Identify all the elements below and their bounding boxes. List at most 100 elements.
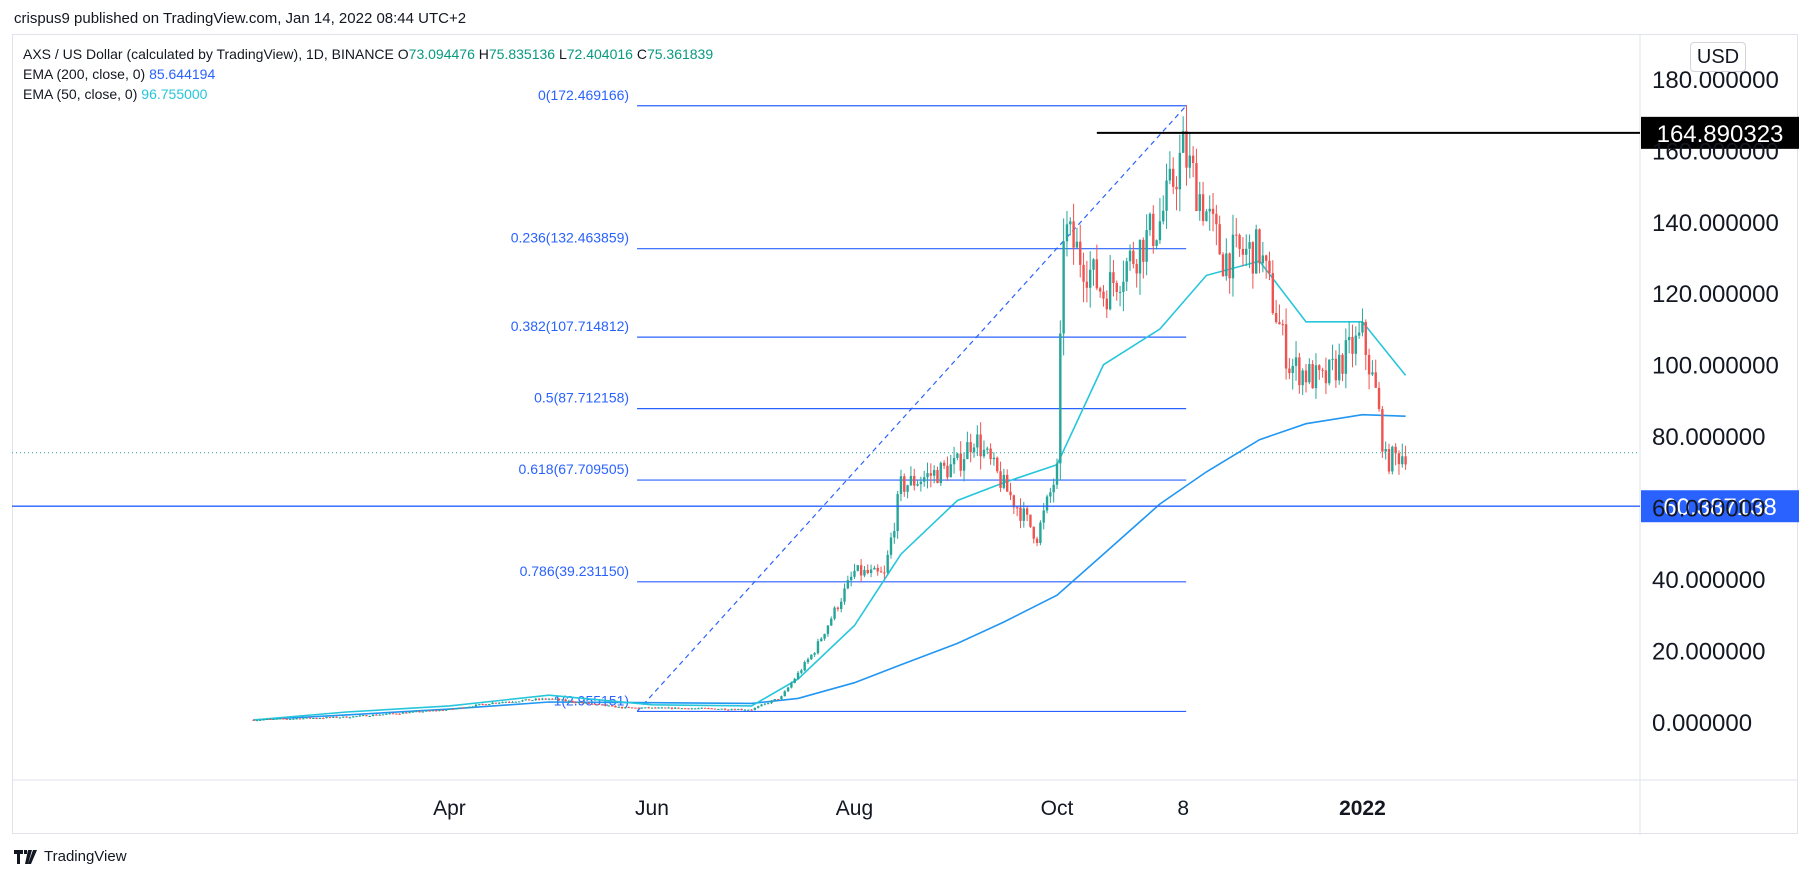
candle-body: [1002, 474, 1006, 488]
candle-body: [1158, 221, 1162, 241]
candle-body: [551, 698, 554, 700]
price-axis: 0.000000 20.000000 40.000000 60.000000 80.00…: [1652, 67, 1779, 737]
candle-body: [498, 702, 501, 704]
candle-body: [315, 717, 318, 719]
candle-body: [295, 718, 298, 720]
fib-level-label: 0.5(87.712158): [534, 390, 629, 406]
candle-body: [999, 471, 1002, 488]
candle-body: [657, 707, 660, 709]
candle-body: [783, 691, 786, 697]
candle-body: [305, 717, 308, 719]
candle-body: [468, 706, 471, 708]
candle-body: [544, 698, 547, 700]
candle-body: [893, 531, 896, 538]
candle-body: [508, 701, 511, 703]
candle-body: [929, 473, 933, 476]
candle-body: [660, 707, 664, 709]
candle-body: [1118, 291, 1122, 293]
candle-body: [1082, 264, 1085, 282]
candle-body: [1049, 492, 1052, 497]
candle-body: [849, 576, 853, 581]
candle-body: [976, 434, 979, 448]
candle-body: [1241, 248, 1245, 255]
candle-body: [972, 447, 976, 453]
candle-body: [949, 464, 952, 478]
candle-body: [614, 705, 617, 708]
candle-body: [697, 708, 700, 710]
candle-body: [680, 708, 684, 710]
candle-body: [504, 701, 508, 703]
ema200-value: 85.644194: [149, 66, 216, 82]
candle-body: [727, 709, 730, 711]
candle-body: [1331, 358, 1334, 360]
tradingview-logo-icon: [14, 849, 37, 864]
candle-body: [640, 707, 644, 709]
candle-body: [368, 716, 371, 718]
candle-body: [846, 580, 850, 589]
candle-body: [793, 678, 796, 683]
candle-body: [308, 717, 312, 719]
candle-body: [454, 708, 458, 710]
candle-body: [561, 699, 564, 701]
fib-level-label: 0.236(132.463859): [511, 230, 629, 246]
candle-body: [1102, 291, 1105, 299]
candle-body: [959, 453, 962, 471]
candle-body: [923, 477, 926, 482]
candle-body: [1105, 298, 1108, 310]
candle-body: [262, 719, 265, 721]
candle-body: [272, 718, 275, 720]
candle-body: [332, 716, 335, 718]
candle-body: [830, 618, 833, 626]
candle-body: [753, 707, 757, 710]
candle-body: [1208, 208, 1211, 212]
candle-body: [288, 718, 292, 720]
candle-body: [1042, 510, 1045, 523]
candlesticks: [252, 105, 1407, 722]
candle-body: [537, 698, 541, 700]
candle-body: [524, 699, 527, 701]
candle-body: [355, 716, 358, 718]
candle-body: [853, 570, 856, 577]
currency-button[interactable]: USD: [1690, 42, 1746, 72]
candle-body: [1138, 239, 1142, 274]
candle-body: [275, 718, 278, 720]
candle-body: [574, 702, 577, 704]
time-axis: Apr Jun Aug Oct 8 2022: [433, 797, 1386, 820]
candle-body: [1338, 354, 1341, 381]
candle-body: [840, 601, 843, 609]
candle-body: [358, 715, 361, 717]
candle-body: [461, 707, 464, 709]
candle-body: [474, 704, 478, 707]
candle-body: [644, 707, 647, 709]
candle-body: [391, 713, 395, 715]
candle-body: [1298, 357, 1301, 386]
candle-body: [730, 709, 733, 711]
candle-body: [328, 717, 332, 719]
candle-body: [1145, 230, 1148, 262]
candle-body: [1377, 387, 1381, 410]
candle-body: [527, 699, 531, 701]
candle-body: [401, 712, 405, 714]
chart-frame[interactable]: [12, 34, 1798, 834]
candle-body: [610, 705, 614, 707]
candle-body: [541, 698, 544, 700]
candle-body: [866, 569, 869, 574]
candle-body: [1374, 372, 1377, 388]
candle-body: [375, 714, 378, 716]
candle-body: [889, 537, 893, 555]
fib-level-label: 0.786(39.231150): [520, 563, 630, 579]
candle-body: [1218, 224, 1221, 255]
ema200-label: EMA (200, close, 0): [23, 66, 146, 82]
candle-body: [1032, 526, 1035, 539]
candle-body: [1397, 453, 1401, 465]
candle-body: [255, 720, 259, 722]
candle-body: [1401, 456, 1404, 465]
candle-body: [780, 696, 783, 700]
candle-body: [471, 706, 474, 708]
close-label: C: [636, 46, 647, 62]
candle-body: [1019, 507, 1022, 521]
chart-legend: AXS / US Dollar (calculated by TradingVi…: [23, 44, 713, 104]
candle-body: [986, 448, 989, 450]
fibonacci-retracement: 0(172.469166) 0.236(132.463859) 0.382(107.…: [511, 87, 1187, 713]
